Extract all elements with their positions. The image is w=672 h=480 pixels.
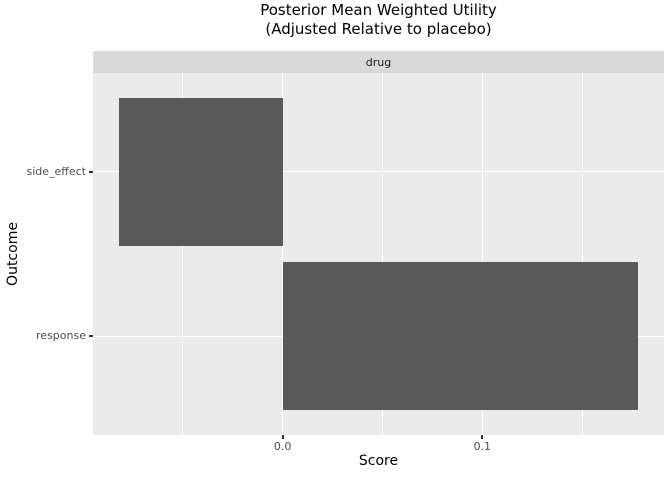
facet-strip: drug <box>93 51 664 73</box>
y-axis-tick <box>89 170 93 173</box>
x-tick-label: 0.1 <box>473 440 492 453</box>
y-tick-label-response: response <box>36 329 86 343</box>
x-axis-title: Score <box>358 453 399 469</box>
x-axis-tick <box>481 435 484 439</box>
y-axis-tick <box>89 335 93 338</box>
gridline-minor-vertical <box>581 73 583 435</box>
y-axis-title: Outcome <box>5 222 21 286</box>
facet-strip-label: drug <box>365 55 392 69</box>
plot-panel <box>93 73 664 435</box>
bar-side_effect <box>118 97 283 246</box>
plot-title: Posterior Mean Weighted Utility (Adjuste… <box>93 1 664 39</box>
gridline-minor-vertical <box>182 73 184 435</box>
plot-title-line2: (Adjusted Relative to placebo) <box>265 20 492 38</box>
gridline-major-horizontal <box>93 170 664 173</box>
y-tick-label-side_effect: side_effect <box>26 164 86 178</box>
x-axis-tick <box>281 435 284 439</box>
gridline-minor-vertical <box>382 73 383 435</box>
gridline-major-vertical <box>481 73 484 435</box>
x-tick-label: 0.0 <box>273 440 292 453</box>
bar-response <box>282 262 639 411</box>
gridline-major-vertical <box>281 73 284 435</box>
plot-title-line1: Posterior Mean Weighted Utility <box>260 1 497 19</box>
